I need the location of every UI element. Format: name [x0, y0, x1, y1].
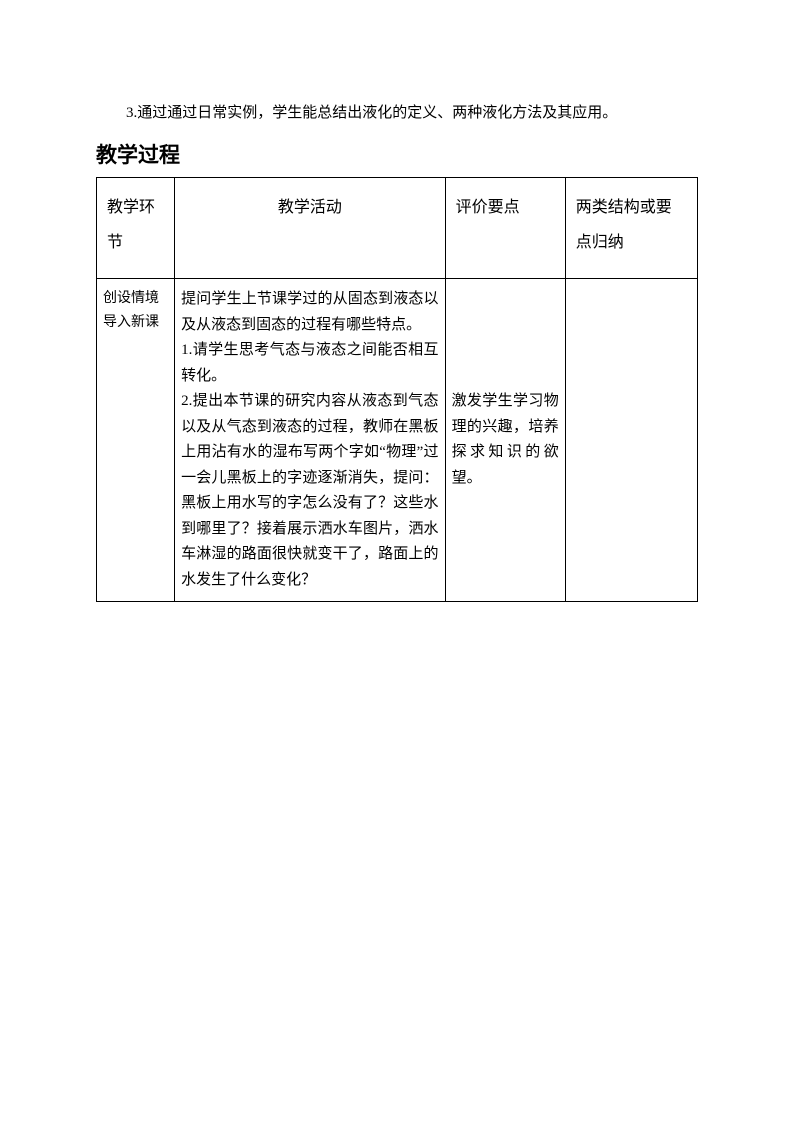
- header-col4: 两类结构或要点归纳: [565, 178, 697, 279]
- cell-stage: 创设情境导入新课: [97, 279, 175, 602]
- lesson-plan-table: 教学环节 教学活动 评价要点 两类结构或要点归纳 创设情境导入新课 提问学生上节…: [96, 177, 698, 602]
- header-col1: 教学环节: [97, 178, 175, 279]
- section-title: 教学过程: [96, 139, 698, 169]
- intro-paragraph: 3.通过通过日常实例，学生能总结出液化的定义、两种液化方法及其应用。: [96, 100, 698, 127]
- table-header-row: 教学环节 教学活动 评价要点 两类结构或要点归纳: [97, 178, 698, 279]
- cell-activity: 提问学生上节课学过的从固态到液态以及从液态到固态的过程有哪些特点。1.请学生思考…: [175, 279, 445, 602]
- header-col3: 评价要点: [445, 178, 565, 279]
- header-col2: 教学活动: [175, 178, 445, 279]
- cell-structure: [565, 279, 697, 602]
- cell-evaluation: 激发学生学习物理的兴趣，培养探求知识的欲望。: [445, 279, 565, 602]
- table-row: 创设情境导入新课 提问学生上节课学过的从固态到液态以及从液态到固态的过程有哪些特…: [97, 279, 698, 602]
